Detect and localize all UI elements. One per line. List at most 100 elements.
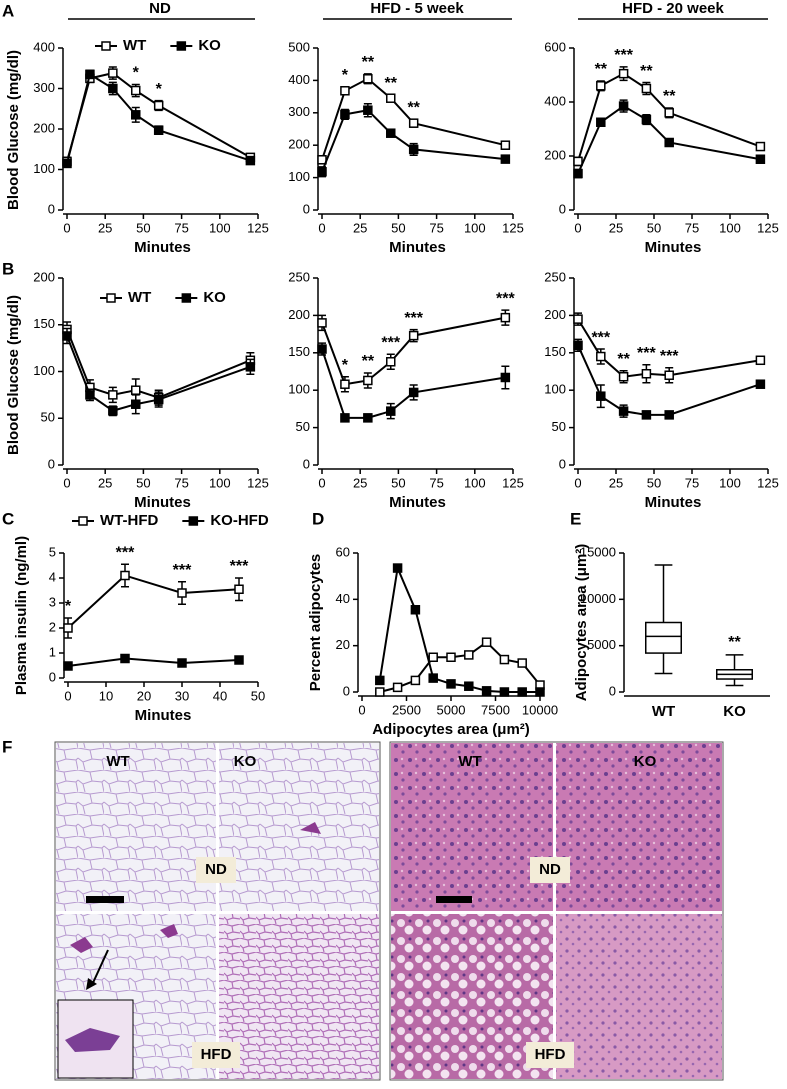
marker — [63, 623, 73, 633]
marker — [618, 101, 629, 111]
marker — [596, 351, 606, 362]
marker — [618, 406, 629, 416]
marker — [755, 355, 766, 366]
image — [219, 914, 379, 1079]
series-line — [577, 344, 761, 416]
y-tick-label: 100 — [288, 382, 310, 397]
marker — [108, 406, 118, 416]
series-line — [577, 104, 761, 174]
x-axis-label: Minutes — [134, 494, 191, 511]
marker — [62, 158, 72, 169]
marker — [573, 314, 583, 324]
marker — [120, 653, 130, 664]
x-axis-label: Minutes — [134, 239, 191, 256]
series-line — [66, 72, 251, 164]
significance: ** — [385, 75, 398, 92]
x-tick-label: 100 — [464, 220, 486, 235]
x-tick-label: 50 — [251, 688, 265, 703]
marker — [641, 368, 652, 379]
marker — [428, 673, 438, 683]
marker — [85, 390, 95, 400]
marker — [517, 658, 527, 668]
marker — [153, 100, 164, 111]
y-tick-label: 1 — [49, 644, 56, 659]
series-line — [577, 318, 761, 378]
histology-block: WT KO ND HFD — [54, 741, 381, 1081]
legend-label: KO-HFD — [210, 512, 268, 529]
significance: ** — [617, 351, 630, 368]
y-tick-label: 400 — [544, 93, 566, 108]
significance: *** — [173, 562, 192, 579]
x-tick-label: 100 — [209, 220, 231, 235]
panel-label: B — [2, 259, 14, 278]
x-tick-label: 75 — [685, 475, 699, 490]
marker — [573, 168, 583, 179]
panel-label: D — [312, 509, 324, 528]
x-tick-label: 25 — [98, 220, 112, 235]
marker — [317, 167, 327, 177]
significance: *** — [591, 329, 610, 346]
marker — [340, 109, 350, 120]
scale-bar — [436, 896, 472, 903]
y-tick-label: 15000 — [580, 544, 616, 559]
marker — [428, 652, 438, 662]
y-tick-label: 100 — [33, 161, 55, 176]
marker — [153, 125, 164, 135]
marker — [641, 114, 652, 125]
marker — [177, 658, 187, 668]
x-tick-label: 50 — [391, 220, 405, 235]
marker — [408, 118, 419, 128]
y-tick-label: 5000 — [587, 637, 616, 652]
marker — [386, 406, 396, 416]
label-box — [530, 857, 570, 883]
y-tick-label: 300 — [288, 104, 310, 119]
panel-label: F — [2, 737, 12, 756]
series-line — [577, 72, 761, 162]
y-tick-label: 0 — [49, 669, 56, 684]
marker — [363, 375, 373, 386]
x-tick-label: 75 — [429, 220, 443, 235]
x-tick-label: 75 — [685, 220, 699, 235]
marker — [63, 661, 73, 671]
x-tick-label: 50 — [136, 475, 150, 490]
marker — [408, 330, 419, 341]
x-tick-label: 10000 — [522, 702, 558, 717]
y-tick-label: 100 — [288, 169, 310, 184]
x-tick-label: 25 — [609, 220, 623, 235]
x-tick-label: 125 — [502, 220, 524, 235]
y-tick-label: 2 — [49, 619, 56, 634]
marker — [410, 605, 421, 615]
legend-marker — [176, 41, 187, 51]
x-tick-label: 75 — [174, 220, 188, 235]
series-line — [67, 657, 240, 667]
marker — [375, 675, 385, 686]
y-tick-label: 40 — [336, 591, 350, 606]
marker — [363, 105, 373, 115]
marker — [131, 385, 141, 395]
significance: *** — [637, 345, 656, 362]
significance: * — [342, 357, 349, 374]
significance: *** — [230, 558, 249, 575]
marker — [664, 108, 674, 118]
marker — [410, 675, 421, 686]
arrow-head — [86, 978, 97, 990]
marker — [108, 68, 118, 78]
x-tick-label: 0 — [318, 475, 325, 490]
marker — [340, 413, 350, 423]
marker — [481, 637, 492, 647]
x-tick-label: 0 — [63, 475, 70, 490]
y-tick-label: 20 — [336, 637, 350, 652]
marker — [408, 144, 419, 155]
y-tick-label: 300 — [33, 80, 55, 95]
legend-marker — [78, 516, 88, 526]
y-tick-label: 250 — [544, 269, 566, 284]
y-tick-label: 0 — [303, 456, 310, 471]
y-tick-label: 3 — [49, 594, 56, 609]
histology-block: WT KO ND HFD — [389, 741, 724, 1081]
image-label: HFD — [201, 1046, 232, 1063]
marker — [755, 154, 766, 164]
y-tick-label: 0 — [559, 456, 566, 471]
series-line — [66, 335, 251, 412]
y-axis-label: Percent adipocytes — [307, 554, 324, 692]
